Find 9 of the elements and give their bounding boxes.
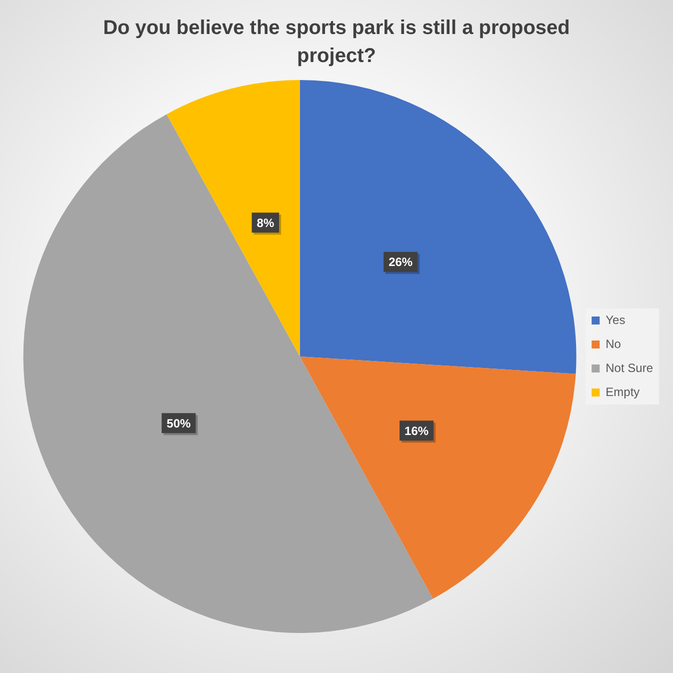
legend-label: Not Sure: [606, 360, 654, 375]
data-label: 26%: [388, 255, 413, 270]
legend-label: Empty: [606, 384, 640, 399]
legend-label: Yes: [606, 312, 626, 327]
legend-label: No: [606, 336, 622, 351]
data-label: 8%: [256, 216, 274, 230]
chart-title: Do you believe the sports park is still a proposed project?: [102, 16, 571, 69]
data-label: 50%: [166, 416, 192, 430]
data-label: 16%: [404, 424, 429, 438]
